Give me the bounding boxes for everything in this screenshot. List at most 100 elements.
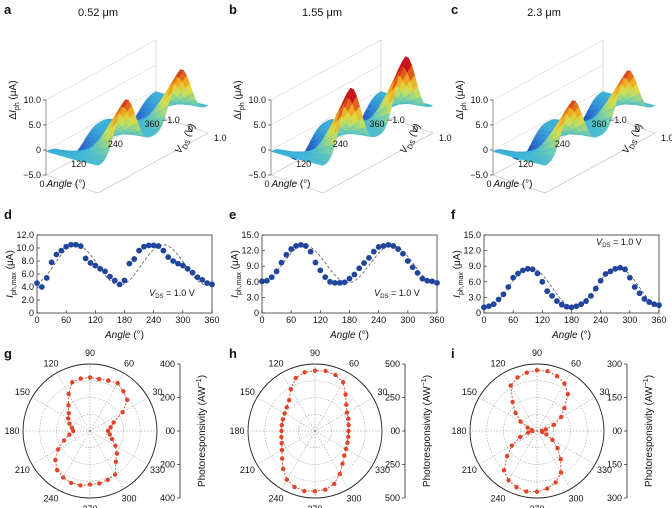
data-point	[519, 267, 526, 274]
data-point	[263, 277, 270, 284]
data-point	[434, 279, 440, 286]
radial-scale-label: 200	[160, 393, 175, 403]
polar-data-point	[530, 428, 535, 434]
surface-mesh	[45, 69, 209, 166]
data-point	[419, 275, 426, 282]
polar-angle-label: 60	[349, 358, 359, 368]
polar-data-point	[97, 481, 102, 486]
data-point	[524, 265, 531, 272]
polar-data-point	[55, 447, 61, 452]
data-point	[87, 260, 94, 266]
polar-data-point	[524, 489, 529, 494]
data-point	[34, 280, 40, 286]
polar-angle-label: 270	[529, 504, 544, 508]
polar-data-point	[279, 434, 284, 440]
polar-grid-circle	[520, 414, 554, 448]
polar-data-point	[312, 489, 318, 494]
y-tick-label: 1.0	[214, 133, 227, 143]
polar-angle-label: 210	[240, 465, 255, 475]
y-tick-label: 1.0	[439, 133, 452, 143]
z-gridline	[45, 89, 157, 151]
panel-label-f: f	[451, 207, 456, 222]
polar-angle-label: 180	[229, 426, 244, 436]
x-tick-label: 240	[555, 139, 570, 149]
data-point	[68, 241, 74, 248]
data-point	[53, 251, 60, 258]
panel-label-a: a	[4, 2, 12, 17]
data-point	[554, 298, 560, 304]
y-tick-label: 6.0	[21, 269, 34, 279]
polar-angle-label: 60	[124, 358, 134, 368]
polar-data-point	[514, 485, 519, 490]
data-point	[102, 268, 108, 275]
data-point	[404, 258, 411, 264]
polar-grid-circle	[486, 380, 588, 482]
data-point	[602, 271, 609, 277]
x-axis-label: Angle (°)	[551, 330, 591, 341]
y-tick-label: −1.0	[609, 115, 627, 125]
polar-data-point	[111, 420, 116, 425]
y-axis-label: Photoresponsivity (AW−1)	[196, 375, 208, 487]
data-point	[107, 273, 113, 280]
x-tick-label: 60	[286, 315, 296, 325]
polar-angle-label: 180	[4, 426, 19, 436]
polar-data-point	[302, 488, 307, 494]
radial-scale-label: 500	[385, 359, 400, 369]
polar-data-point	[346, 422, 351, 428]
data-point	[184, 265, 191, 272]
annotation-vds: VDS = 1.0 V	[149, 288, 195, 300]
y-axis-label: Iph,max (μA)	[230, 250, 243, 298]
data-point	[622, 266, 628, 273]
data-point	[204, 280, 211, 286]
data-point	[189, 269, 196, 276]
polar-data-point	[344, 410, 350, 415]
polar-data-point	[78, 483, 83, 488]
plot-frame	[36, 234, 213, 314]
data-point	[72, 241, 79, 248]
polar-data-point	[343, 446, 349, 452]
polar-grid-circle	[39, 380, 141, 482]
radial-scale-label: 0	[395, 426, 400, 436]
polar-grid-circle	[264, 380, 366, 482]
polar-data-point	[66, 391, 71, 397]
data-point	[126, 260, 133, 267]
y-axis-label: Iph,max (μA)	[452, 250, 465, 298]
z-axis-label: ΔIph (μA)	[8, 80, 21, 119]
polar-data-point	[540, 429, 545, 435]
panel-label-i: i	[451, 346, 455, 361]
polar-radial-line	[536, 430, 571, 490]
polar-angle-label: 120	[268, 358, 283, 368]
polar-data-point	[112, 472, 118, 477]
polar-data-point	[515, 375, 520, 380]
data-point	[485, 303, 492, 310]
polar-data-point	[70, 380, 75, 385]
radial-scale-label: 400	[160, 493, 175, 503]
data-point	[495, 296, 502, 303]
data-point	[297, 241, 304, 248]
surface-patch	[318, 162, 327, 166]
x-tick-label: 120	[88, 315, 103, 325]
y-tick-label: 0	[188, 124, 193, 134]
data-point	[194, 274, 201, 281]
scatter-panel-f: f 0 60 120 180 240 300 360 0 3.0 6.0 9.0 12.0 15.0 VDS…	[451, 207, 667, 341]
polar-angle-label: 30	[378, 387, 388, 397]
x-tick-label: 360	[369, 119, 384, 129]
radial-scale-label: 250	[385, 393, 400, 403]
polar-data-point	[279, 456, 285, 461]
x-tick-label: 120	[296, 159, 311, 169]
plot-frame	[261, 234, 438, 314]
polar-data-point	[518, 419, 523, 424]
y-tick-label: 2.0	[21, 295, 34, 305]
polar-angle-label: 240	[43, 494, 58, 504]
polar-data-point	[279, 440, 284, 446]
polar-data-point	[323, 368, 328, 374]
polar-panel-i: i 0 30 60 90 120 150 180 210 240 270 300 330 300 150 0 1…	[451, 346, 655, 508]
polar-angle-label: 210	[462, 465, 477, 475]
data-point	[612, 265, 619, 272]
floor-outline	[492, 114, 656, 194]
data-point	[131, 256, 138, 262]
data-point	[361, 260, 367, 266]
polar-data-point	[121, 389, 126, 394]
polar-panel-g: g 0 30 60 90 120 150 180 210 240 270 300 330 400 200 0 2…	[4, 346, 208, 508]
